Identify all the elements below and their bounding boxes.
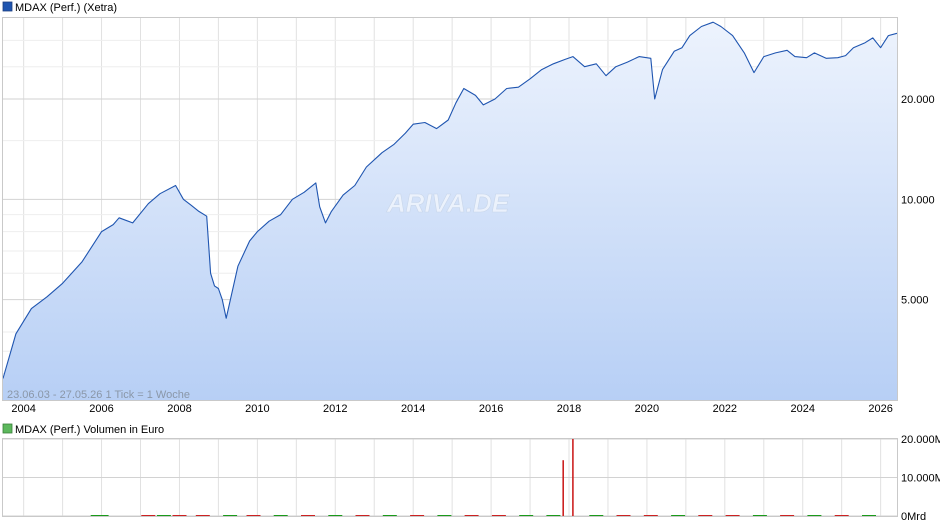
- volume-bar: [410, 515, 425, 516]
- x-tick-label: 2022: [713, 403, 737, 415]
- volume-bar: [301, 515, 315, 516]
- watermark: ARIVA.DE: [386, 188, 510, 218]
- volume-bar: [156, 515, 171, 516]
- date-range-info: 23.06.03 - 27.05.26 1 Tick = 1 Woche: [7, 389, 190, 401]
- x-tick-label: 2016: [479, 403, 503, 415]
- volume-bar: [725, 515, 740, 516]
- volume-bar: [546, 515, 561, 516]
- volume-panel: MDAX (Perf.) Volumen in Euro 0Mrd 10.000M…: [2, 423, 940, 523]
- volume-bar: [780, 515, 795, 516]
- x-tick-label: 2014: [401, 403, 425, 415]
- price-plot-frame: [2, 17, 898, 401]
- x-tick-label: 2012: [323, 403, 347, 415]
- volume-bar: [94, 515, 109, 516]
- volume-bar: [589, 515, 604, 516]
- volume-bar: [519, 515, 534, 516]
- volume-bar: [562, 460, 564, 516]
- volume-plot-frame: [2, 438, 898, 517]
- x-tick-label: 2004: [11, 403, 35, 415]
- x-tick-label: 2006: [89, 403, 113, 415]
- volume-bar: [807, 515, 822, 516]
- volume-bar: [328, 515, 343, 516]
- price-panel: MDAX (Perf.) (Xetra) ARIVA.DE 23.06.03 -…: [2, 1, 935, 415]
- x-tick-label: 2010: [245, 403, 269, 415]
- volume-bar: [195, 515, 210, 516]
- price-y-tick-labels: 5.000 10.000 20.000: [901, 94, 935, 307]
- volume-bar: [355, 515, 370, 516]
- volume-bar: [382, 515, 397, 516]
- x-tick-label: 2020: [635, 403, 659, 415]
- volume-bar: [273, 515, 288, 516]
- price-legend-label: MDAX (Perf.) (Xetra): [15, 2, 117, 14]
- x-tick-label: 2024: [790, 403, 814, 415]
- volume-y-tick-label: 20.000M: [901, 434, 940, 446]
- volume-bar: [698, 515, 713, 516]
- price-series-line: [2, 21, 898, 379]
- volume-bar: [172, 515, 187, 516]
- volume-bar: [246, 515, 261, 516]
- volume-bar: [572, 439, 574, 516]
- volume-bar: [643, 515, 658, 516]
- volume-bar: [671, 515, 686, 516]
- volume-legend-label: MDAX (Perf.) Volumen in Euro: [15, 424, 164, 436]
- volume-bar: [491, 515, 506, 516]
- volume-y-tick-label: 0Mrd: [901, 511, 926, 523]
- volume-bar: [223, 515, 238, 516]
- x-tick-label: 2018: [557, 403, 581, 415]
- price-legend-swatch: [2, 1, 13, 12]
- volume-y-tick-label: 10.000M: [901, 473, 940, 485]
- volume-legend-swatch: [2, 423, 13, 434]
- price-y-tick-label: 20.000: [901, 94, 935, 106]
- volume-y-tick-labels: 0Mrd 10.000M 20.000M: [901, 434, 940, 523]
- price-area-fill: [3, 22, 897, 400]
- volume-bars: [90, 439, 876, 516]
- volume-bar: [141, 515, 156, 516]
- volume-bar: [437, 515, 452, 516]
- volume-bar: [862, 515, 876, 516]
- volume-gridlines: [3, 438, 897, 517]
- x-tick-label: 2008: [167, 403, 191, 415]
- x-tick-label: 2026: [868, 403, 892, 415]
- volume-bar: [834, 515, 849, 516]
- price-y-tick-label: 10.000: [901, 194, 935, 206]
- price-y-tick-label: 5.000: [901, 295, 929, 307]
- volume-bar: [464, 515, 479, 516]
- volume-bar: [752, 515, 767, 516]
- x-tick-labels: 2004 2006 2008 2010 2012 2014 2016 2018 2020 2022…: [11, 403, 892, 415]
- volume-bar: [616, 515, 631, 516]
